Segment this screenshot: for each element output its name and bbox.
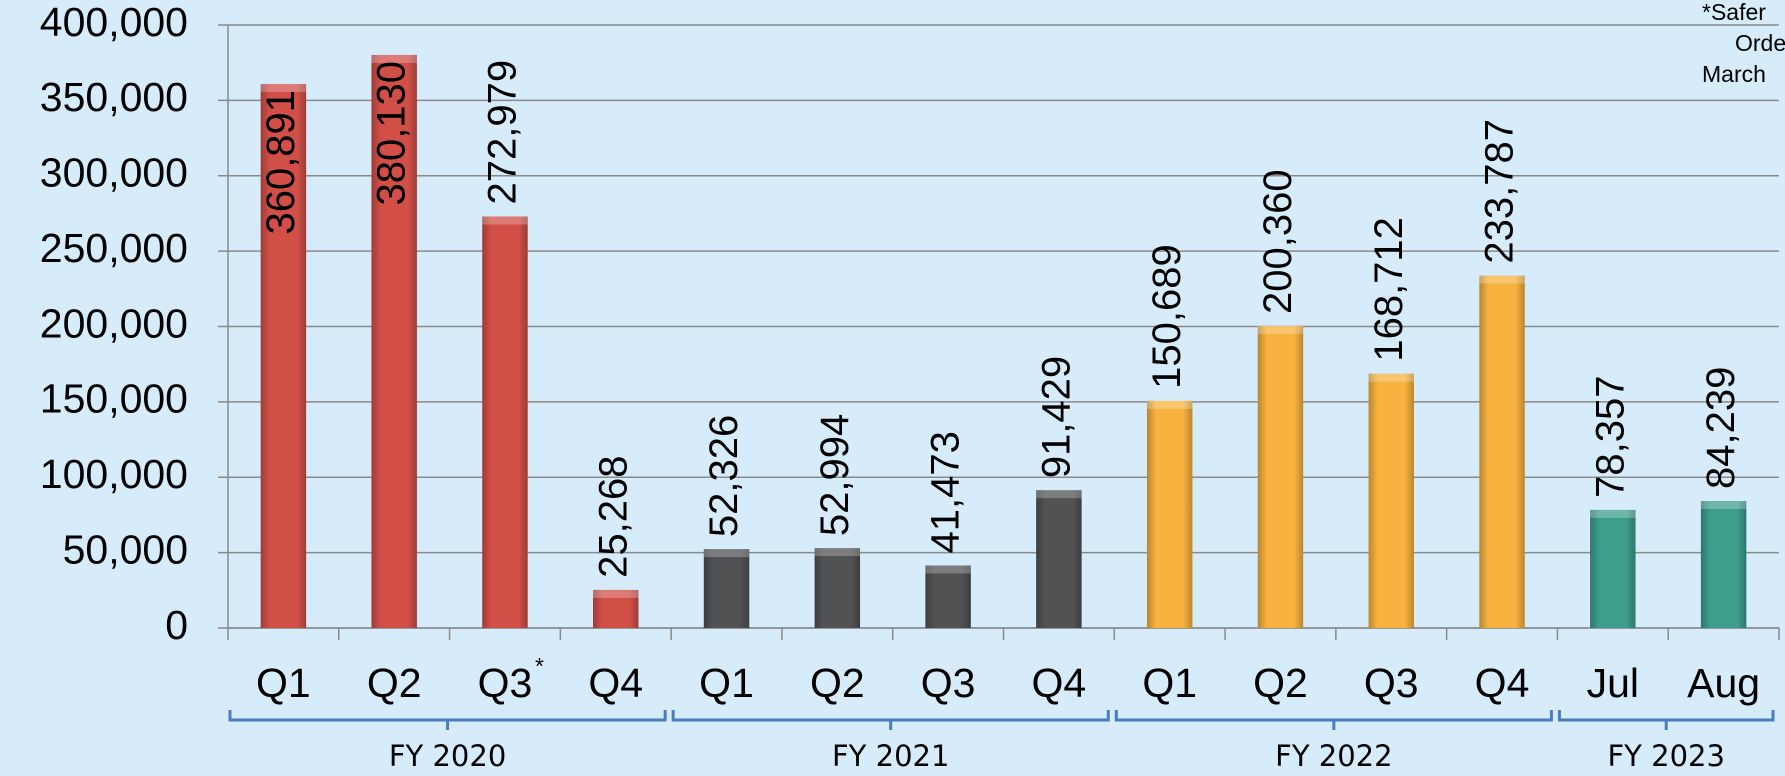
- bar-top: [1368, 373, 1414, 382]
- group-label: FY 2022: [1275, 739, 1392, 773]
- bar-shade: [1036, 490, 1082, 628]
- bar-shade: [1146, 400, 1193, 628]
- bar-shade: [1590, 509, 1636, 628]
- bar-top: [371, 54, 417, 63]
- y-tick-label: 100,000: [40, 451, 188, 497]
- x-tick-label: Jul: [1587, 660, 1639, 706]
- group-label: FY 2023: [1608, 739, 1725, 773]
- value-label: 272,979: [481, 60, 525, 205]
- x-tick-label: Q1: [1142, 660, 1197, 706]
- x-tick-label: Aug: [1687, 660, 1760, 706]
- annotation: March: [1702, 61, 1766, 87]
- y-tick-label: 250,000: [40, 225, 188, 271]
- group-label: FY 2020: [389, 739, 506, 773]
- y-tick-label: 200,000: [40, 300, 188, 346]
- group-bracket: [1114, 710, 1553, 730]
- value-label: 168,712: [1367, 217, 1411, 362]
- x-tick-label: Q2: [1253, 660, 1308, 706]
- bar-shade: [1368, 373, 1414, 628]
- value-label: 25,268: [591, 456, 635, 578]
- bar-shade: [482, 216, 528, 628]
- x-tick-label: Q3: [478, 660, 533, 706]
- y-tick-label: 0: [165, 602, 188, 648]
- x-tick-label: Q1: [256, 660, 311, 706]
- value-label: 52,994: [813, 414, 857, 536]
- x-tick-label: Q4: [1032, 660, 1087, 706]
- bar-top: [1700, 501, 1747, 510]
- value-label: 91,429: [1034, 356, 1078, 478]
- bar-shade: [593, 589, 639, 628]
- bar-top: [260, 83, 307, 92]
- bar-shade: [703, 549, 750, 628]
- group-bracket: [671, 710, 1110, 730]
- annotation: Orde: [1735, 30, 1785, 56]
- bar-top: [1479, 275, 1525, 284]
- bar-shade: [260, 83, 307, 629]
- group-label: FY 2021: [832, 739, 949, 773]
- bar-top: [1146, 400, 1193, 409]
- bar-shade: [1479, 275, 1525, 628]
- bar-top: [1257, 325, 1304, 334]
- bar-shade: [1257, 325, 1304, 628]
- value-label: 360,891: [259, 90, 303, 235]
- value-label: 52,326: [702, 415, 746, 537]
- category-mark: *: [535, 653, 544, 679]
- x-tick-label: Q3: [921, 660, 976, 706]
- x-tick-label: Q1: [699, 660, 754, 706]
- x-tick-label: Q2: [367, 660, 422, 706]
- y-tick-label: 150,000: [40, 376, 188, 422]
- bar-top: [925, 565, 971, 574]
- value-label: 78,357: [1588, 376, 1632, 498]
- bar-top: [482, 216, 528, 225]
- y-tick-label: 400,000: [40, 0, 188, 45]
- bar-top: [703, 549, 750, 558]
- value-label: 84,239: [1699, 367, 1743, 489]
- value-label: 233,787: [1478, 119, 1522, 264]
- bar-top: [814, 548, 861, 557]
- bar-shade: [925, 565, 971, 628]
- group-bracket: [228, 710, 667, 730]
- annotation: *Safer: [1702, 0, 1766, 25]
- bar-shade: [814, 548, 861, 628]
- y-tick-label: 350,000: [40, 74, 188, 120]
- value-label: 200,360: [1256, 169, 1300, 314]
- bar-top: [1590, 509, 1636, 518]
- bar-top: [1036, 490, 1082, 499]
- x-tick-label: Q4: [588, 660, 643, 706]
- group-bracket: [1557, 710, 1775, 730]
- x-tick-label: Q4: [1475, 660, 1530, 706]
- y-tick-label: 300,000: [40, 150, 188, 196]
- x-tick-label: Q3: [1364, 660, 1419, 706]
- bar-shade: [1700, 501, 1747, 628]
- y-tick-label: 50,000: [63, 526, 188, 572]
- value-label: 41,473: [924, 431, 968, 553]
- value-label: 150,689: [1145, 244, 1189, 389]
- value-label: 380,130: [370, 61, 414, 206]
- bar-top: [593, 589, 639, 598]
- bar-shade: [371, 54, 417, 628]
- x-tick-label: Q2: [810, 660, 865, 706]
